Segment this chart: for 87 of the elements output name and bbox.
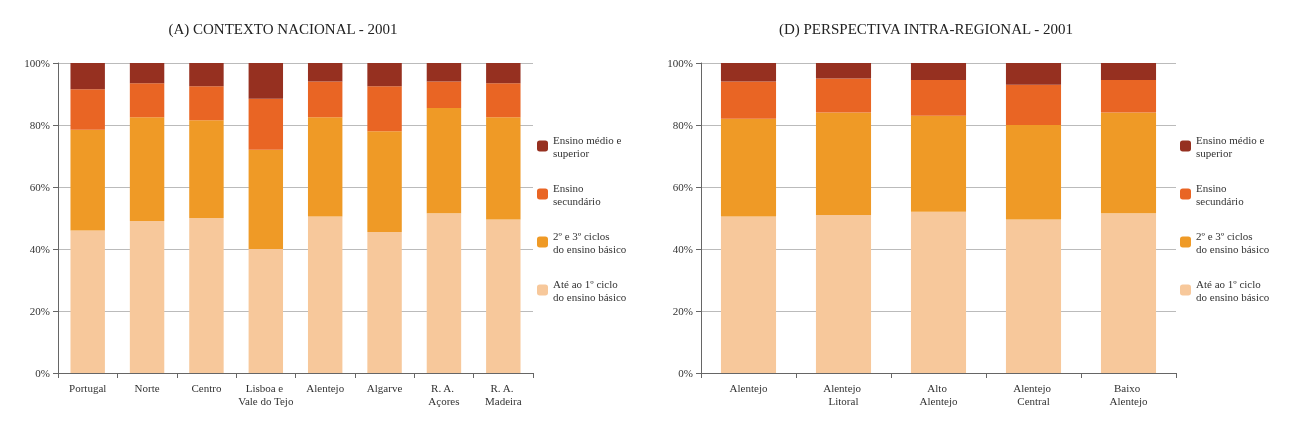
bar xyxy=(720,63,777,82)
legend-label: Até ao 1º ciclo do ensino básico xyxy=(1196,277,1270,303)
bar xyxy=(910,211,967,373)
bar xyxy=(1005,63,1062,85)
y-tick-label: 60% xyxy=(29,181,50,193)
x-tick-label: R. A. Madeira xyxy=(484,381,522,407)
bar xyxy=(426,213,462,373)
x-tick-label: Baixo Alentejo xyxy=(1109,381,1148,407)
legend-label: Até ao 1º ciclo do ensino básico xyxy=(553,277,627,303)
bar xyxy=(248,249,284,373)
bar xyxy=(910,115,967,212)
bar xyxy=(70,129,105,231)
bar xyxy=(815,63,872,79)
bar xyxy=(720,118,777,217)
x-tick-label: R. A. Açores xyxy=(428,381,460,407)
x-tick-label: Alentejo Litoral xyxy=(823,381,864,407)
y-tick-label: 40% xyxy=(672,243,693,255)
x-tick-label: Alentejo xyxy=(306,381,345,394)
bar xyxy=(70,89,105,130)
bar xyxy=(1005,125,1062,220)
y-tick-label: 80% xyxy=(672,119,693,131)
bar xyxy=(70,63,105,90)
bar xyxy=(486,219,521,373)
x-tick-label: Centro xyxy=(191,381,222,394)
bar xyxy=(248,98,284,150)
x-tick-label: Lisboa e Vale do Tejo xyxy=(238,381,294,407)
y-tick-label: 0% xyxy=(678,367,693,379)
bar xyxy=(307,216,343,373)
y-tick-label: 100% xyxy=(24,57,50,69)
legend-label: 2º e 3º ciclos do ensino básico xyxy=(1196,229,1270,255)
legend-label: Ensino médio e superior xyxy=(1196,133,1268,159)
bar xyxy=(248,149,284,249)
bar xyxy=(189,86,224,121)
bar xyxy=(189,63,224,87)
x-tick-label: Algarve xyxy=(366,381,403,394)
bar xyxy=(1100,112,1157,214)
bar xyxy=(1100,213,1157,373)
bar xyxy=(720,216,777,373)
bar xyxy=(426,63,462,82)
bar xyxy=(815,78,872,113)
bar xyxy=(426,107,462,214)
bar xyxy=(815,112,872,215)
bar xyxy=(486,117,521,220)
bar xyxy=(910,80,967,116)
y-tick-label: 60% xyxy=(672,181,693,193)
bar xyxy=(307,63,343,82)
y-tick-label: 0% xyxy=(35,367,50,379)
x-tick-label: Norte xyxy=(134,381,160,394)
bar xyxy=(129,117,165,222)
legend-label: Ensino médio e superior xyxy=(553,133,625,159)
y-tick-label: 100% xyxy=(667,57,693,69)
bar xyxy=(426,81,462,108)
x-tick-label: Alentejo xyxy=(729,381,768,394)
bar xyxy=(307,81,343,118)
bar xyxy=(720,81,777,119)
bar xyxy=(486,63,521,84)
y-tick-label: 20% xyxy=(29,305,50,317)
y-tick-label: 80% xyxy=(29,119,50,131)
bar xyxy=(248,63,284,99)
bar xyxy=(367,63,402,87)
bar xyxy=(129,63,165,84)
bar xyxy=(367,131,402,232)
y-tick-label: 20% xyxy=(672,305,693,317)
x-tick-label: Alto Alentejo xyxy=(919,381,958,407)
chart-title: (D) PERSPECTIVA INTRA-REGIONAL - 2001 xyxy=(778,20,1074,38)
bar xyxy=(1005,219,1062,373)
legend-label: 2º e 3º ciclos do ensino básico xyxy=(553,229,627,255)
bar xyxy=(1100,63,1157,81)
bar xyxy=(129,221,165,373)
bar xyxy=(367,231,402,373)
bar xyxy=(129,83,165,118)
y-tick-label: 40% xyxy=(29,243,50,255)
bar xyxy=(910,63,967,81)
bar xyxy=(307,117,343,217)
legend-label: Ensino secundário xyxy=(553,181,602,207)
chart-title: (A) CONTEXTO NACIONAL - 2001 xyxy=(168,20,398,38)
x-tick-label: Alentejo Central xyxy=(1013,381,1054,407)
x-tick-label: Portugal xyxy=(69,381,107,394)
bar xyxy=(70,230,105,373)
bar xyxy=(1005,84,1062,125)
bar xyxy=(367,86,402,132)
bar xyxy=(189,120,224,218)
bar xyxy=(815,214,872,373)
legend-label: Ensino secundário xyxy=(1196,181,1245,207)
bar xyxy=(1100,80,1157,113)
bar xyxy=(189,218,224,373)
bar xyxy=(486,83,521,118)
